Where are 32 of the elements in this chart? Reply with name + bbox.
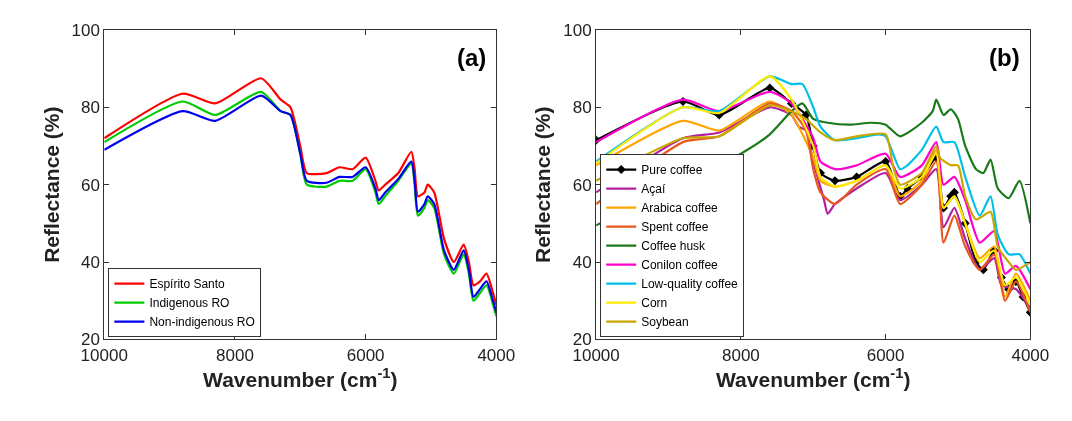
legend-label: Non-indigenous RO bbox=[149, 315, 255, 330]
text: (a) bbox=[457, 44, 487, 71]
x-axis-title: Wavenumber (cm$^{-1}$) bbox=[716, 365, 911, 392]
legend-label: Corn bbox=[641, 296, 668, 311]
legend-label: Indigenous RO bbox=[149, 296, 230, 311]
text: (b) bbox=[989, 44, 1020, 71]
y-tick-label: 60 bbox=[80, 175, 100, 195]
y-tick-label: 40 bbox=[80, 253, 100, 273]
legend-label: Coffee husk bbox=[641, 239, 707, 254]
legend-label: Pure coffee bbox=[641, 163, 703, 178]
x-tick-label: 6000 bbox=[866, 345, 905, 365]
legend-label: Espírito Santo bbox=[149, 277, 226, 292]
legend-label: Low-quality coffee bbox=[641, 277, 739, 292]
legend-label: Arabica coffee bbox=[641, 201, 719, 216]
legend-label: Açaí bbox=[641, 182, 666, 197]
x-tick-label: 8000 bbox=[216, 345, 254, 365]
y-tick-label: 60 bbox=[572, 175, 592, 195]
x-axis-title: Wavenumber (cm$^{-1}$) bbox=[203, 365, 398, 392]
y-axis-title: Reflectance (%) bbox=[39, 106, 63, 263]
legend-label: Spent coffee bbox=[641, 220, 709, 235]
y-tick-label: 100 bbox=[563, 20, 592, 40]
x-tick-label: 4000 bbox=[477, 345, 516, 365]
legend-label: Soybean bbox=[641, 315, 689, 330]
y-tick-label: 100 bbox=[71, 20, 100, 40]
legend-label: Conilon coffee bbox=[641, 258, 719, 273]
y-tick-label: 80 bbox=[572, 98, 592, 118]
y-axis-title: Reflectance (%) bbox=[531, 106, 555, 263]
y-tick-label: 40 bbox=[572, 253, 592, 273]
y-tick-label: 80 bbox=[80, 98, 100, 118]
x-tick-label: 6000 bbox=[346, 345, 385, 365]
x-tick-label: 8000 bbox=[721, 345, 760, 365]
x-tick-label: 4000 bbox=[1011, 345, 1050, 365]
